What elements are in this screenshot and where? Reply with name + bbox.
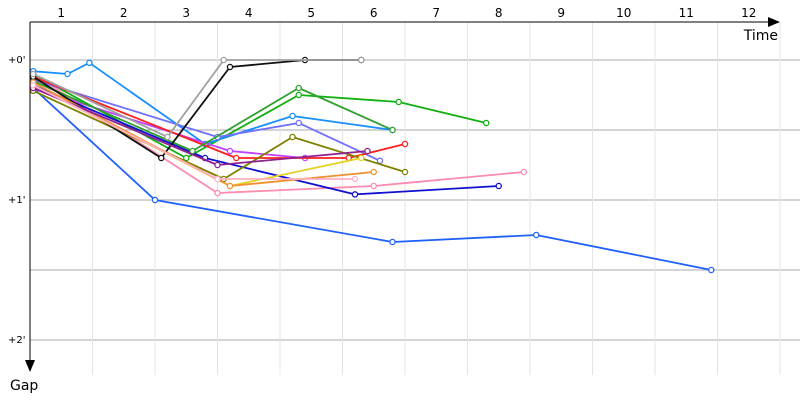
data-point <box>157 154 165 162</box>
gap-tick-labels: +0' +1' +2' <box>8 55 26 346</box>
data-point <box>295 119 302 127</box>
axis-layer: Time Gap <box>10 17 780 394</box>
gap-tick-label: +1' <box>8 195 26 206</box>
lap-label: 12 <box>741 6 756 20</box>
lap-label: 8 <box>495 6 503 20</box>
time-axis-arrow-icon <box>768 17 780 27</box>
series-line <box>33 61 393 145</box>
data-point <box>482 119 490 127</box>
lap-label: 2 <box>120 6 128 20</box>
series-1 <box>29 84 715 274</box>
data-point <box>86 59 93 67</box>
gap-tick-label: +2' <box>8 335 26 346</box>
data-point <box>289 133 296 141</box>
gap-tick-label: +0' <box>8 55 26 66</box>
data-point <box>29 70 37 78</box>
lap-label: 6 <box>370 6 378 20</box>
data-point <box>232 154 240 162</box>
lap-dividers <box>92 22 781 375</box>
series-2 <box>29 70 528 197</box>
series-line <box>32 59 362 138</box>
data-point <box>214 175 221 183</box>
lap-labels: 1 2 3 4 5 6 7 8 9 10 11 12 <box>57 6 756 20</box>
series-line <box>32 80 393 152</box>
data-point <box>182 154 190 162</box>
lap-label: 4 <box>245 6 253 20</box>
data-point <box>395 98 402 106</box>
data-point <box>357 56 365 64</box>
data-point <box>533 231 540 239</box>
data-point <box>64 70 71 78</box>
series-line <box>32 78 381 162</box>
data-point <box>214 161 221 169</box>
lap-label: 5 <box>307 6 315 20</box>
data-point <box>370 168 377 176</box>
data-point <box>351 191 359 198</box>
data-point <box>708 266 715 274</box>
series-10 <box>29 77 396 155</box>
data-point <box>189 147 196 155</box>
data-point <box>214 189 221 197</box>
data-point <box>295 91 302 99</box>
lap-label: 9 <box>557 6 565 20</box>
lap-label: 1 <box>57 6 65 20</box>
data-point <box>351 175 359 183</box>
lap-label: 10 <box>616 6 631 20</box>
series-layer <box>29 56 715 274</box>
data-point <box>289 112 296 120</box>
gap-axis-title: Gap <box>10 378 38 394</box>
data-point <box>226 63 234 71</box>
data-point <box>364 147 371 155</box>
data-point <box>295 84 302 92</box>
series-6 <box>29 76 384 165</box>
data-point <box>520 168 528 176</box>
data-point <box>29 81 37 89</box>
data-point <box>389 238 396 246</box>
data-point <box>164 133 171 141</box>
series-line <box>32 87 712 271</box>
lap-label: 3 <box>182 6 190 20</box>
data-point <box>495 182 502 190</box>
data-point <box>357 154 365 162</box>
gap-axis-arrow-icon <box>25 360 35 372</box>
data-point <box>389 126 396 134</box>
lap-label: 7 <box>432 6 440 20</box>
lap-label: 11 <box>679 6 694 20</box>
data-point <box>226 182 234 190</box>
series-16 <box>29 81 359 183</box>
time-axis-title: Time <box>743 28 778 44</box>
series-line <box>32 87 368 166</box>
series-12 <box>29 56 365 141</box>
data-point <box>226 147 234 155</box>
series-13 <box>29 81 365 190</box>
data-point <box>220 56 227 64</box>
data-point <box>370 182 377 190</box>
data-point <box>401 168 409 176</box>
data-point <box>151 196 159 204</box>
data-point <box>376 157 384 165</box>
series-15 <box>29 84 371 169</box>
data-point <box>401 140 409 148</box>
